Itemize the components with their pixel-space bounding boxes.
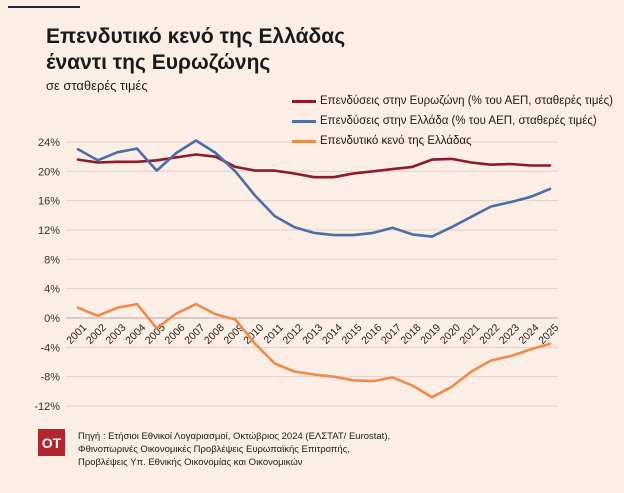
x-tick-label: 2004 bbox=[123, 322, 148, 347]
y-tick-label: -8% bbox=[40, 372, 60, 384]
y-tick-label: 12% bbox=[38, 225, 60, 237]
legend-label: Επενδύσεις στην Ευρωζώνη (% του ΑΕΠ, στα… bbox=[320, 95, 613, 107]
legend-item-3: Επενδυτικό κενό της Ελλάδας bbox=[292, 131, 613, 151]
x-tick-label: 2018 bbox=[399, 322, 424, 347]
x-tick-label: 2021 bbox=[458, 322, 483, 347]
x-tick-label: 2006 bbox=[163, 322, 188, 347]
y-tick-label: -12% bbox=[34, 401, 60, 413]
legend-item-1: Επενδύσεις στην Ευρωζώνη (% του ΑΕΠ, στα… bbox=[292, 91, 613, 111]
source-line-3: Προβλέψεις Υπ. Εθνικής Οικονομίας και Οι… bbox=[78, 457, 303, 468]
series-lines bbox=[76, 139, 552, 399]
x-tick-label: 2001 bbox=[64, 322, 89, 347]
series-line-2 bbox=[76, 139, 552, 238]
source-note: Πηγή : Ετήσιοι Εθνικοί Λογαριασμοί, Οκτώ… bbox=[78, 430, 390, 469]
publisher-logo: ΟΤ bbox=[38, 429, 65, 456]
chart-title-line-1: Επενδυτικό κενό της Ελλάδας bbox=[46, 25, 346, 48]
y-tick-label: 20% bbox=[38, 166, 60, 178]
x-tick-label: 2017 bbox=[379, 322, 404, 347]
x-tick-label: 2015 bbox=[340, 322, 365, 347]
y-tick-label: 24% bbox=[38, 137, 60, 149]
legend-item-2: Επενδύσεις στην Ελλάδα (% του ΑΕΠ, σταθε… bbox=[292, 111, 613, 131]
y-tick-label: 4% bbox=[44, 284, 60, 296]
grid-lines bbox=[66, 141, 558, 407]
legend-swatch bbox=[292, 99, 316, 103]
y-tick-label: 8% bbox=[44, 254, 60, 266]
x-tick-label: 2016 bbox=[359, 322, 384, 347]
x-axis-ticks: 2001200220032004200520062007200820092010… bbox=[64, 322, 561, 347]
top-accent-rule bbox=[8, 6, 80, 8]
x-tick-label: 2008 bbox=[202, 322, 227, 347]
chart-title-line-2: έναντι της Ευρωζώνης bbox=[46, 51, 271, 74]
x-tick-label: 2020 bbox=[438, 322, 463, 347]
x-tick-label: 2002 bbox=[84, 322, 109, 347]
source-line-2: Φθινοπωρινές Οικονομικές Προβλέψεις Ευρω… bbox=[78, 444, 350, 455]
chart-legend: Επενδύσεις στην Ευρωζώνη (% του ΑΕΠ, στα… bbox=[292, 91, 613, 151]
x-tick-label: 2019 bbox=[418, 322, 443, 347]
y-tick-label: 16% bbox=[38, 196, 60, 208]
x-tick-label: 2023 bbox=[497, 322, 522, 347]
x-tick-label: 2022 bbox=[477, 322, 502, 347]
x-tick-label: 2009 bbox=[222, 322, 247, 347]
legend-swatch bbox=[292, 139, 316, 143]
x-tick-label: 2003 bbox=[104, 322, 129, 347]
source-line-1: Πηγή : Ετήσιοι Εθνικοί Λογαριασμοί, Οκτώ… bbox=[78, 431, 391, 442]
legend-label: Επενδυτικό κενό της Ελλάδας bbox=[320, 135, 472, 147]
y-axis-ticks: 24% 20% 16% 12% 8% 4% 0% -4% -8% -12% bbox=[34, 137, 60, 413]
x-tick-label: 2024 bbox=[517, 322, 542, 347]
legend-label: Επενδύσεις στην Ελλάδα (% του ΑΕΠ, σταθε… bbox=[320, 115, 597, 127]
y-tick-label: -4% bbox=[40, 342, 60, 354]
chart-title: Επενδυτικό κενό της Ελλάδας έναντι της Ε… bbox=[46, 24, 345, 76]
x-tick-label: 2007 bbox=[182, 322, 207, 347]
legend-swatch bbox=[292, 119, 316, 123]
series-line-1 bbox=[76, 153, 552, 179]
series-line-3 bbox=[76, 302, 552, 399]
x-tick-label: 2012 bbox=[281, 322, 306, 347]
y-tick-label: 0% bbox=[44, 313, 60, 325]
x-tick-label: 2011 bbox=[261, 322, 286, 347]
x-tick-label: 2014 bbox=[320, 322, 345, 347]
chart-subtitle: σε σταθερές τιμές bbox=[46, 78, 148, 93]
x-tick-label: 2013 bbox=[300, 322, 325, 347]
